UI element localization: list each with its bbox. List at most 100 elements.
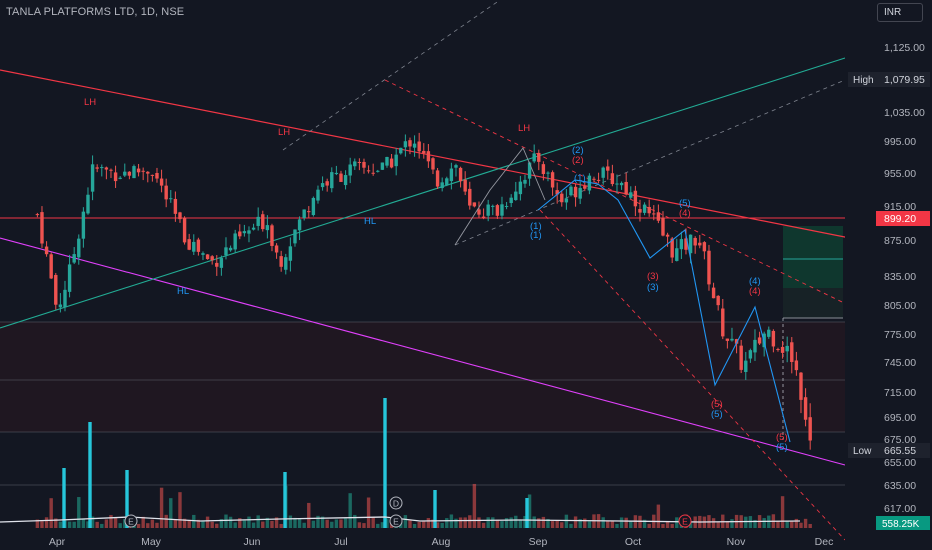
candle-body xyxy=(159,178,164,186)
volume-bar xyxy=(325,519,329,528)
volume-bar xyxy=(182,518,187,528)
candle-body xyxy=(113,172,118,182)
candle-body xyxy=(684,238,688,250)
candle-body xyxy=(343,175,348,186)
candle-body xyxy=(422,150,426,154)
candle-body xyxy=(385,156,389,166)
y-tick-label-2: 995.00 xyxy=(884,136,916,148)
volume-bar xyxy=(606,520,610,528)
candle-body xyxy=(311,197,316,216)
candle-body xyxy=(633,190,638,207)
candle-body xyxy=(583,186,587,189)
candle-body xyxy=(178,212,182,220)
loss-zone-band xyxy=(0,322,845,432)
volume-bar xyxy=(123,519,127,528)
earnings-marker-may-ring xyxy=(124,514,138,528)
dividend-marker-jul: D xyxy=(393,499,399,509)
volume-bar xyxy=(403,515,408,528)
volume-bar xyxy=(339,519,343,528)
volume-bar xyxy=(279,523,283,528)
volume-label-bg xyxy=(876,516,930,530)
fan-dash-line xyxy=(454,79,846,246)
volume-bar xyxy=(408,520,412,528)
candle-body xyxy=(412,143,417,148)
y-tick-label-5: 875.00 xyxy=(884,235,916,247)
candle-body xyxy=(495,205,500,216)
wave-zigzag xyxy=(537,179,791,443)
volume-bar xyxy=(54,518,58,528)
candle-body xyxy=(693,237,697,246)
wave-label-14: (4) xyxy=(749,276,761,287)
candle-body xyxy=(679,239,684,250)
volume-bar xyxy=(385,518,389,528)
candle-body xyxy=(316,189,320,201)
candle-body xyxy=(514,191,518,201)
volume-bar xyxy=(583,518,587,528)
volume-bar xyxy=(725,521,730,528)
volume-bar xyxy=(205,516,210,528)
volume-bar xyxy=(100,523,104,528)
volume-bar xyxy=(293,517,297,528)
volume-bar xyxy=(799,522,803,528)
volume-bar xyxy=(661,523,665,528)
volume-bar xyxy=(454,518,458,528)
candle-body xyxy=(753,339,757,353)
candle-body xyxy=(592,178,596,180)
volume-spike-0 xyxy=(62,468,66,528)
candle-body xyxy=(366,170,371,172)
candle-body xyxy=(320,183,325,188)
candle-body xyxy=(596,179,601,181)
candle-body xyxy=(403,141,408,148)
volume-bar xyxy=(785,521,789,528)
wave-label-16: (5) xyxy=(711,399,723,410)
y-tick-label-6: 835.00 xyxy=(884,271,916,283)
candle-body xyxy=(670,238,674,258)
candle-body xyxy=(182,217,187,243)
volume-bar xyxy=(178,492,182,528)
volume-bar xyxy=(118,523,122,528)
candle-body xyxy=(486,204,490,216)
volume-bar xyxy=(711,518,716,528)
volume-bar xyxy=(35,519,40,528)
volume-bar xyxy=(353,514,357,528)
volume-bar xyxy=(431,519,435,528)
volume-bar xyxy=(49,498,53,528)
currency-button[interactable]: INR xyxy=(877,3,923,22)
candle-body xyxy=(426,151,431,162)
volume-bar xyxy=(578,519,582,528)
candle-body xyxy=(136,168,141,173)
volume-bar xyxy=(334,519,339,528)
candle-body xyxy=(790,342,794,362)
volume-bar xyxy=(274,517,279,528)
y-tick-label-10: 715.00 xyxy=(884,387,916,399)
volume-bar xyxy=(90,516,95,528)
volume-bar xyxy=(445,518,449,528)
candle-body xyxy=(767,329,771,337)
candle-body xyxy=(458,167,463,182)
volume-bar xyxy=(357,522,362,528)
volume-bar xyxy=(155,522,159,528)
high-label-bg xyxy=(848,72,930,87)
candle-body xyxy=(242,231,247,234)
volume-bar xyxy=(104,519,109,528)
volume-bar xyxy=(504,518,509,528)
volume-bar xyxy=(730,519,734,528)
x-tick-label-8: Dec xyxy=(815,536,834,548)
candle-body xyxy=(279,256,283,267)
volume-bar xyxy=(44,517,49,528)
volume-bar xyxy=(270,520,274,528)
volume-bar xyxy=(426,518,431,528)
candle-body xyxy=(541,164,546,175)
candle-body xyxy=(445,178,449,186)
candle-body xyxy=(780,346,785,353)
candle-body xyxy=(150,174,155,176)
y-tick-label-11: 695.00 xyxy=(884,412,916,424)
volume-bar xyxy=(541,516,546,528)
volume-bar xyxy=(320,516,325,528)
y-tick-label-4: 915.00 xyxy=(884,201,916,213)
channel-top-line xyxy=(0,69,871,243)
volume-bar xyxy=(435,522,440,528)
candle-body xyxy=(63,289,67,308)
volume-bar xyxy=(380,522,385,528)
